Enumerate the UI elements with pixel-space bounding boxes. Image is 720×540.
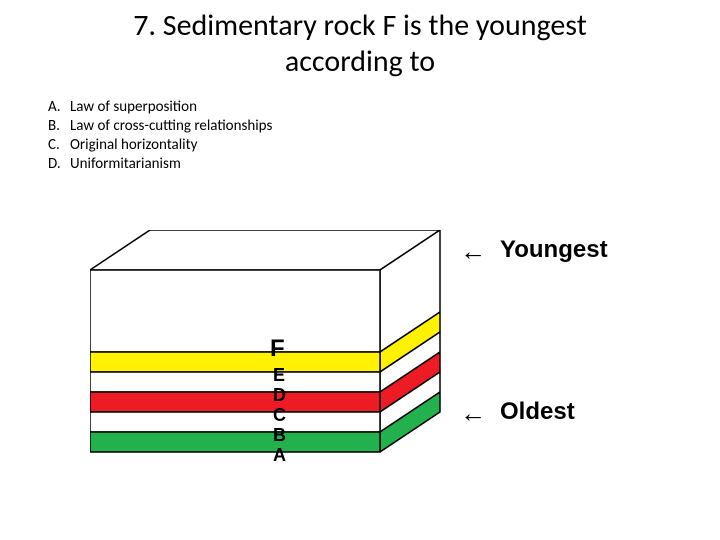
- option-text: Original horizontality: [70, 136, 197, 154]
- question-title: 7. Sedimentary rock F is the youngest ac…: [0, 0, 720, 80]
- strata-diagram: F E D C B A ← Youngest ← Oldest: [90, 230, 650, 530]
- youngest-label: Youngest: [500, 236, 608, 264]
- option-letter: D.: [48, 155, 70, 173]
- question-text-2: according to: [285, 43, 435, 80]
- layer-label-e: E: [273, 365, 285, 386]
- option-b: B. Law of cross-cutting relationships: [48, 117, 720, 135]
- layer-label-f: F: [270, 335, 285, 363]
- layer-label-b: B: [273, 425, 286, 446]
- answer-options: A. Law of superposition B. Law of cross-…: [48, 98, 720, 173]
- question-number: 7.: [133, 7, 156, 44]
- option-a: A. Law of superposition: [48, 98, 720, 116]
- arrow-youngest-icon: ←: [460, 238, 486, 264]
- option-c: C. Original horizontality: [48, 136, 720, 154]
- option-text: Law of cross-cutting relationships: [70, 117, 272, 135]
- oldest-label: Oldest: [500, 398, 575, 426]
- strata-svg: [90, 230, 450, 530]
- option-text: Uniformitarianism: [70, 155, 181, 173]
- option-letter: C.: [48, 136, 70, 154]
- question-text-1: Sedimentary rock F is the youngest: [163, 7, 587, 44]
- arrow-oldest-icon: ←: [460, 400, 486, 426]
- layer-label-a: A: [273, 445, 286, 466]
- option-letter: B.: [48, 117, 70, 135]
- layer-label-c: C: [273, 405, 286, 426]
- option-d: D. Uniformitarianism: [48, 155, 720, 173]
- option-letter: A.: [48, 98, 70, 116]
- layer-label-d: D: [273, 385, 286, 406]
- option-text: Law of superposition: [70, 98, 197, 116]
